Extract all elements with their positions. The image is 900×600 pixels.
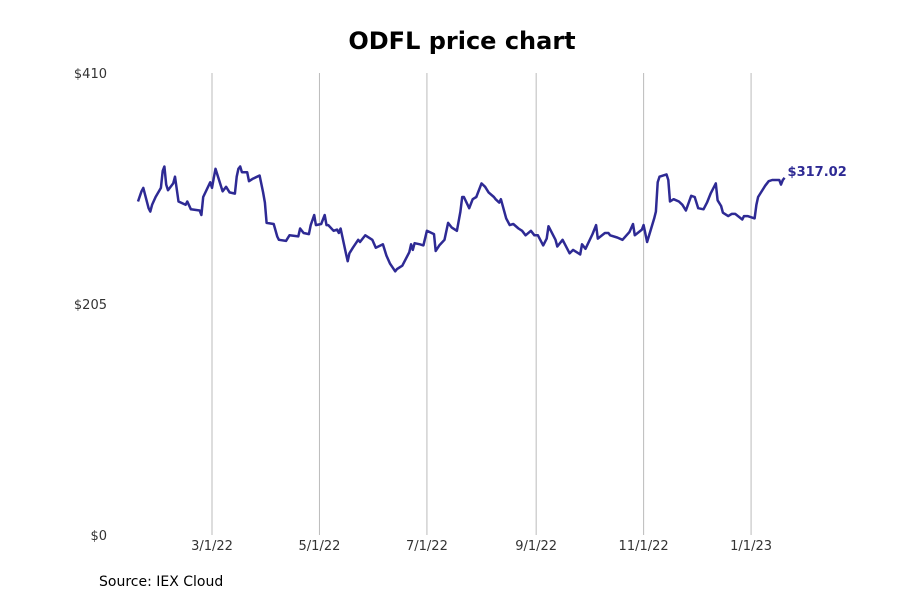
y-axis-ticks: $0 $205 $410 — [74, 67, 107, 544]
y-tick-label: $205 — [74, 298, 107, 313]
source-note: Source: IEX Cloud — [99, 574, 224, 590]
x-tick-label: 3/1/22 — [191, 539, 233, 554]
gridlines — [211, 73, 752, 535]
y-tick-label: $410 — [74, 67, 107, 82]
y-tick-label: $0 — [90, 529, 107, 544]
x-axis-ticks: 3/1/22 5/1/22 7/1/22 9/1/22 11/1/22 1/1/23 — [191, 539, 772, 554]
x-tick-label: 5/1/22 — [299, 539, 341, 554]
x-tick-label: 11/1/22 — [619, 539, 669, 554]
x-tick-label: 9/1/22 — [515, 539, 557, 554]
last-value-label: $317.02 — [788, 165, 847, 180]
price-series-line — [136, 165, 786, 273]
x-tick-label: 1/1/23 — [730, 539, 772, 554]
chart-title: ODFL price chart — [348, 27, 576, 55]
x-tick-label: 7/1/22 — [406, 539, 448, 554]
